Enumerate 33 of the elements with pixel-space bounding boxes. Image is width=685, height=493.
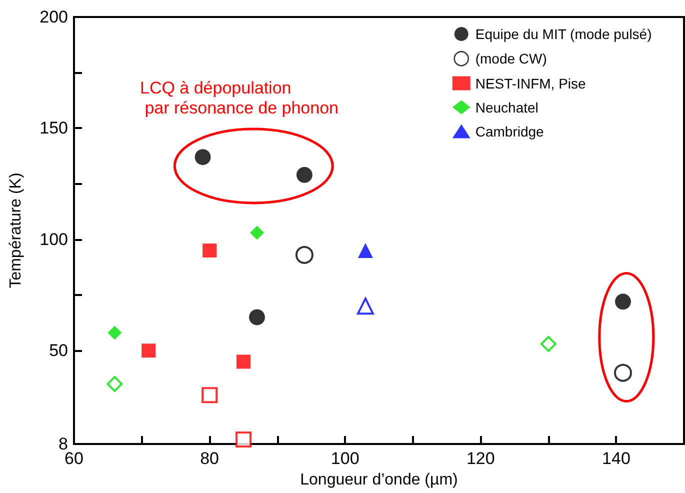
x-tick-label: 100 [330,449,360,468]
point [108,326,122,340]
x-tick-label: 80 [200,449,220,468]
point [249,309,265,326]
point [194,149,211,166]
legend-label: NEST-INFM, Pise [475,75,586,92]
point [236,354,250,369]
point [202,387,218,404]
y-tick-label: 200 [40,8,68,26]
point [540,336,556,352]
legend-label: Equipe du MIT (mode pulsé) [475,26,652,42]
legend-label: (mode CW) [475,50,547,67]
point [615,294,631,310]
point [235,432,252,448]
legend-label: Cambridge [475,123,544,140]
point [296,166,312,183]
y-tick-label: 100 [40,230,68,249]
point [614,364,632,382]
point [106,376,123,392]
point [142,344,156,358]
legend-label: Neuchatel [475,99,538,116]
point [202,244,217,258]
x-tick-label: 140 [602,449,630,468]
point [356,298,374,315]
y-tick-label: 50 [49,341,68,360]
point [358,243,373,258]
y-tick-label: 150 [40,118,68,138]
x-tick-label: 120 [466,449,495,468]
y-axis-title: Température (K) [8,172,24,288]
annotation: LCQ à dépopulation par résonance de phonon [140,78,338,118]
point [295,246,314,264]
x-axis-title: Longueur d’onde (µm) [300,472,458,488]
point [250,226,264,240]
